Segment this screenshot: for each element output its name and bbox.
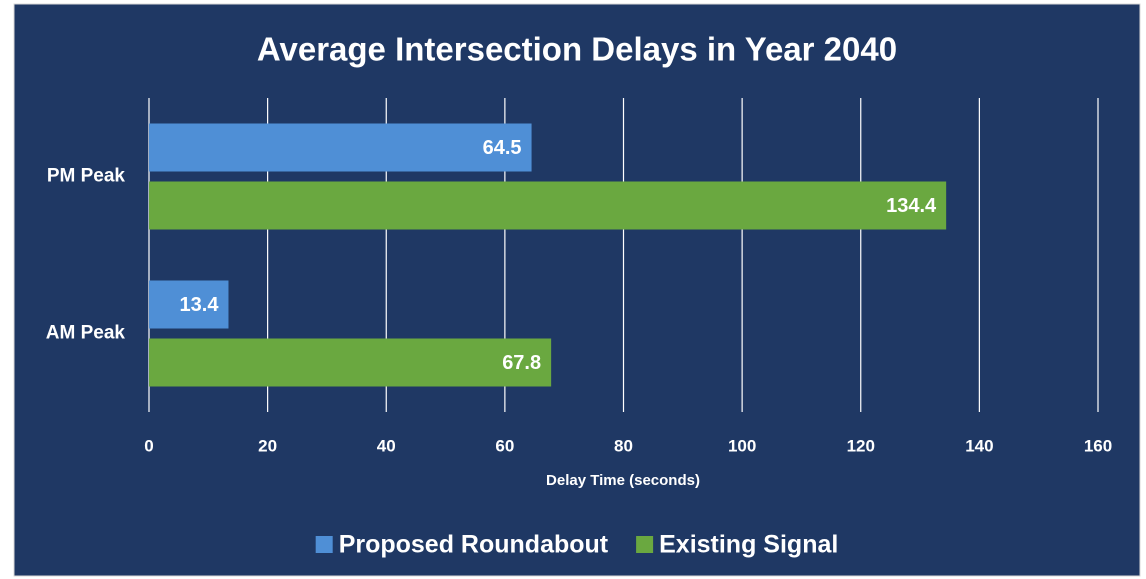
value-label: 13.4 <box>180 294 220 316</box>
bar <box>149 338 552 387</box>
bar <box>149 123 532 172</box>
legend-swatch <box>315 536 333 553</box>
y-tick-label: AM Peak <box>46 323 126 344</box>
x-tick-label: 120 <box>847 436 875 455</box>
x-tick-label: 160 <box>1084 436 1112 455</box>
x-tick-label: 40 <box>377 436 396 455</box>
x-tick-label: 60 <box>495 436 514 455</box>
x-axis-label: Delay Time (seconds) <box>546 472 700 489</box>
x-tick-label: 100 <box>728 436 756 455</box>
x-tick-label: 140 <box>965 436 993 455</box>
legend-swatch <box>636 536 654 553</box>
x-tick-label: 80 <box>614 436 633 455</box>
value-label: 64.5 <box>483 137 522 159</box>
value-label: 67.8 <box>502 352 541 374</box>
value-label: 134.4 <box>886 195 937 217</box>
bar <box>149 280 229 329</box>
chart-title: Average Intersection Delays in Year 2040 <box>257 31 897 68</box>
y-tick-label: PM Peak <box>47 166 126 187</box>
bar <box>149 181 947 230</box>
legend-label: Proposed Roundabout <box>339 531 609 559</box>
x-tick-label: 0 <box>144 436 153 455</box>
legend-label: Existing Signal <box>659 531 838 559</box>
x-tick-label: 20 <box>258 436 277 455</box>
